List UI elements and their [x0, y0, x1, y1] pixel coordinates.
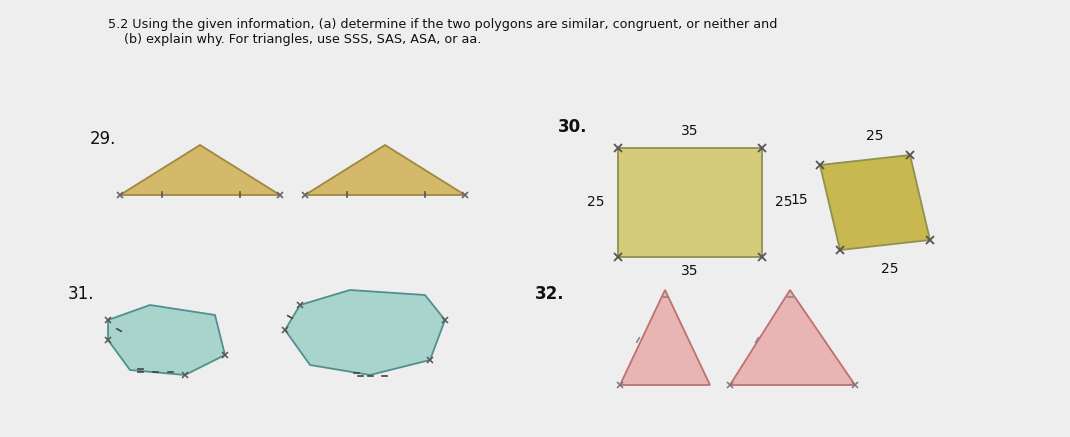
Text: 32.: 32.	[535, 285, 565, 303]
Text: 35: 35	[682, 264, 699, 278]
Text: 25: 25	[587, 195, 605, 209]
Polygon shape	[620, 290, 710, 385]
Text: (b) explain why. For triangles, use SSS, SAS, ASA, or aa.: (b) explain why. For triangles, use SSS,…	[108, 33, 481, 46]
Text: 35: 35	[682, 124, 699, 138]
Text: 29.: 29.	[90, 130, 117, 148]
Text: 15: 15	[791, 193, 808, 207]
Text: 25: 25	[867, 129, 884, 143]
Polygon shape	[730, 290, 855, 385]
Polygon shape	[285, 290, 445, 375]
Text: 25: 25	[775, 195, 793, 209]
Text: 30.: 30.	[557, 118, 587, 136]
Text: 25: 25	[882, 262, 899, 276]
Text: 5.2 Using the given information, (a) determine if the two polygons are similar, : 5.2 Using the given information, (a) det…	[108, 18, 778, 31]
Text: 31.: 31.	[68, 285, 94, 303]
Polygon shape	[120, 145, 280, 195]
Polygon shape	[820, 155, 930, 250]
Polygon shape	[108, 305, 225, 375]
Polygon shape	[305, 145, 465, 195]
Polygon shape	[618, 148, 762, 257]
